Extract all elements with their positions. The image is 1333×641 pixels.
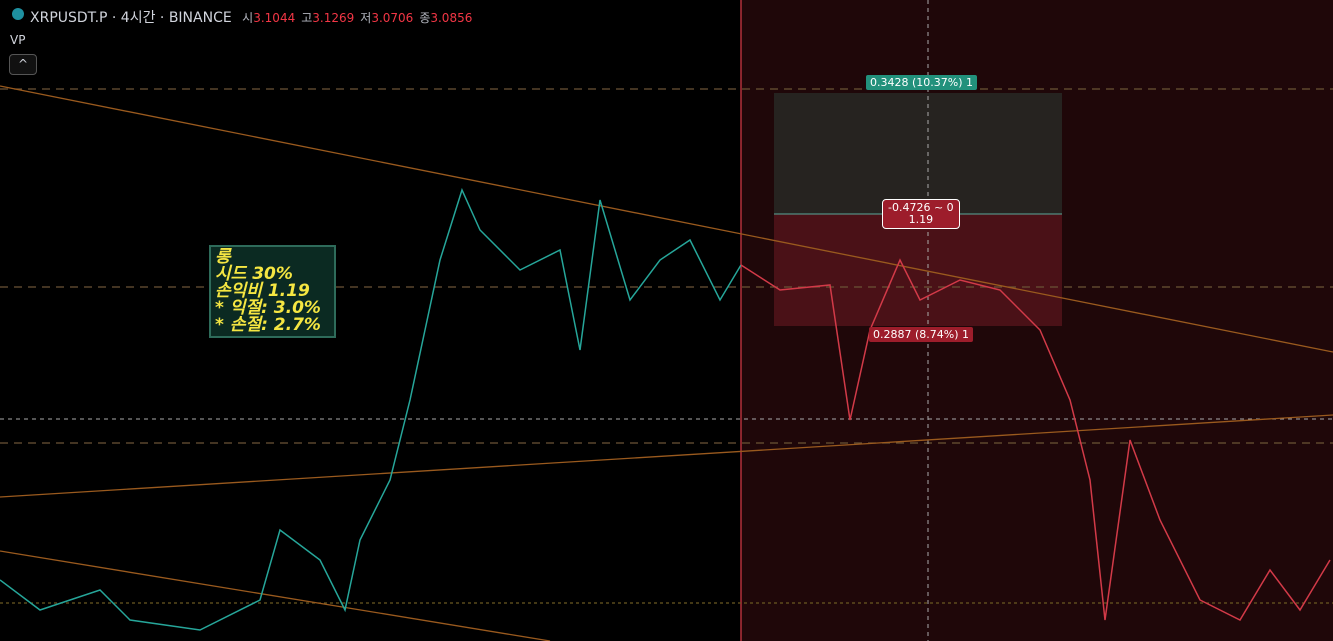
note-line: 시드 30% bbox=[215, 264, 293, 284]
ohlc-label: 종 bbox=[419, 11, 431, 25]
target-label: 0.3428 (10.37%) 1 bbox=[866, 75, 978, 90]
indicator: VP bbox=[10, 33, 26, 47]
collapse-button[interactable]: ^ bbox=[9, 54, 37, 75]
ohlc-value: 3.1269 bbox=[312, 11, 355, 25]
note-line: * 손절: 2.7% bbox=[215, 315, 321, 335]
ohlc-label: 시 bbox=[242, 11, 254, 25]
price-path bbox=[0, 187, 742, 631]
ohlc-value: 3.0706 bbox=[371, 11, 414, 25]
note-line: * 익절: 3.0% bbox=[215, 298, 321, 318]
symbol: XRPUSDT.P · 4시간 · BINANCE bbox=[30, 10, 232, 26]
ohlc-value: 3.0856 bbox=[430, 11, 473, 25]
target-zone bbox=[774, 93, 1062, 214]
ohlc-value: 3.1044 bbox=[253, 11, 296, 25]
center-line: -0.4726 ~ 0 bbox=[888, 201, 954, 214]
header: XRPUSDT.P · 4시간 · BINANCE 시3.1044 고3.1269… bbox=[30, 7, 472, 27]
ohlc-label: 저 bbox=[360, 11, 372, 25]
symbol-icon bbox=[12, 8, 24, 20]
stop-zone bbox=[774, 214, 1062, 326]
trend-lines bbox=[0, 85, 1333, 641]
price-path-after bbox=[740, 258, 1331, 621]
note-line: 손익비 1.19 bbox=[215, 281, 310, 301]
note-box: 롱 시드 30% 손익비 1.19 * 익절: 3.0% * 손절: 2.7% bbox=[209, 245, 336, 338]
stop-label: 0.2887 (8.74%) 1 bbox=[869, 327, 974, 342]
ohlc: 시3.1044 고3.1269 저3.0706 종3.0856 bbox=[236, 10, 472, 26]
center-line: 1.19 bbox=[908, 213, 934, 226]
center-label: -0.4726 ~ 0 1.19 bbox=[882, 199, 960, 229]
note-line: 롱 bbox=[215, 247, 231, 267]
level-lines bbox=[0, 88, 1333, 604]
ohlc-label: 고 bbox=[301, 11, 313, 25]
